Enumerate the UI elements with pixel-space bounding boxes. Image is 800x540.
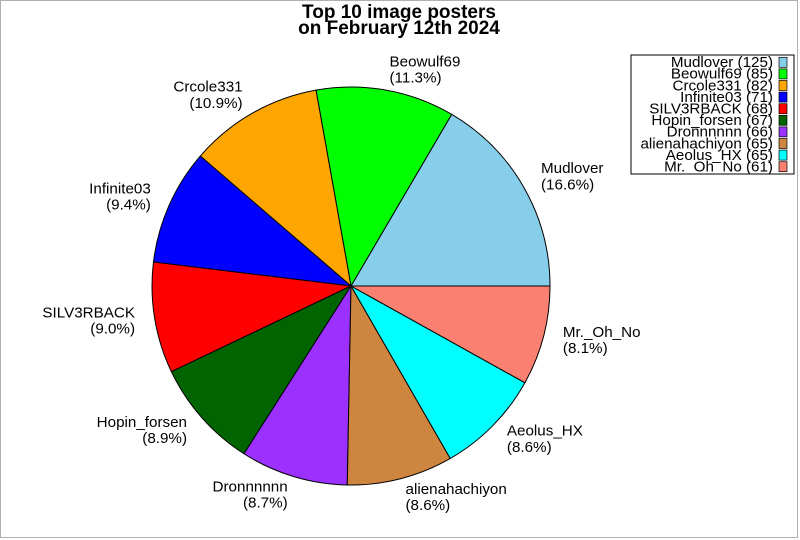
svg-text:Mudlover: Mudlover <box>541 160 603 177</box>
svg-text:Mr._Oh_No (61): Mr._Oh_No (61) <box>664 159 773 176</box>
svg-text:(10.9%): (10.9%) <box>189 95 242 112</box>
svg-text:(8.9%): (8.9%) <box>142 430 187 447</box>
svg-text:Aeolus_HX: Aeolus_HX <box>507 423 583 440</box>
svg-text:(8.1%): (8.1%) <box>563 340 608 357</box>
svg-text:(8.6%): (8.6%) <box>507 439 552 456</box>
svg-text:Hopin_forsen: Hopin_forsen <box>97 414 187 431</box>
svg-text:Crcole331: Crcole331 <box>173 79 242 96</box>
svg-text:(8.7%): (8.7%) <box>243 495 288 512</box>
svg-text:alienahachiyon: alienahachiyon <box>406 481 507 498</box>
svg-text:(9.0%): (9.0%) <box>90 321 135 338</box>
svg-text:Mr._Oh_No: Mr._Oh_No <box>563 324 641 341</box>
svg-text:(16.6%): (16.6%) <box>541 176 594 193</box>
svg-text:(8.6%): (8.6%) <box>406 497 451 514</box>
svg-text:(11.3%): (11.3%) <box>390 70 442 87</box>
svg-text:Dronnnnnn: Dronnnnnn <box>213 478 288 495</box>
svg-text:Infinite03: Infinite03 <box>89 180 151 197</box>
svg-text:SILV3RBACK: SILV3RBACK <box>42 304 135 321</box>
svg-text:Beowulf69: Beowulf69 <box>390 53 461 70</box>
svg-text:(9.4%): (9.4%) <box>106 197 151 214</box>
